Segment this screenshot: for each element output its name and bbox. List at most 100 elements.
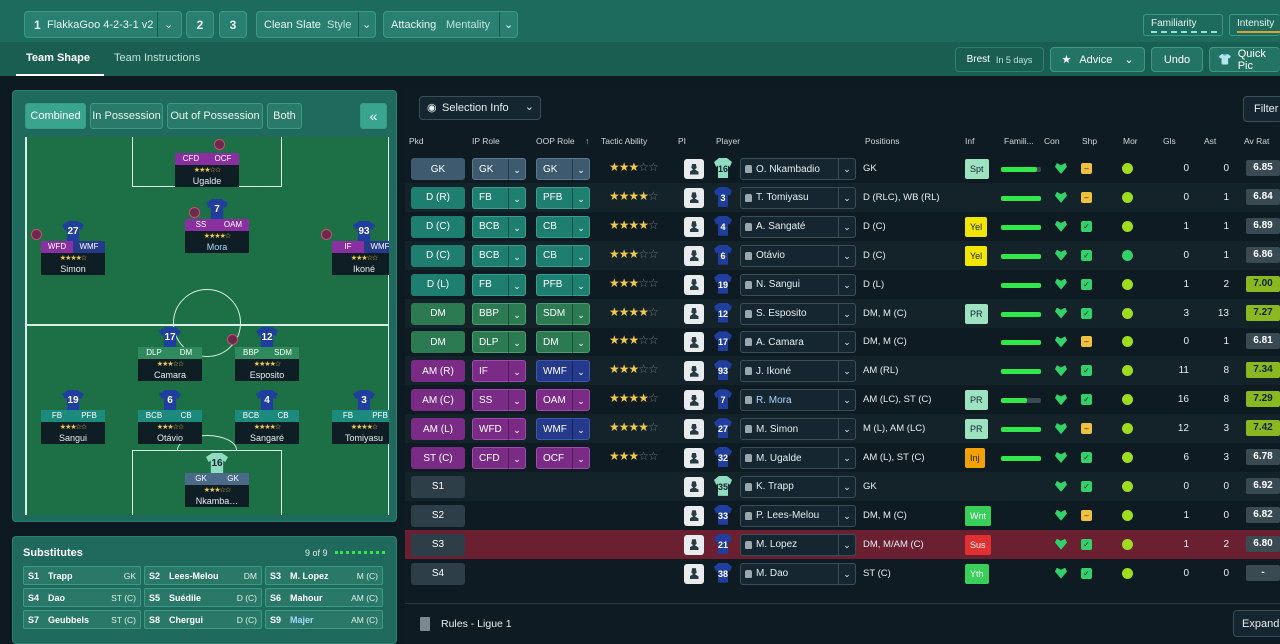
table-row[interactable]: D (C) BCB ⌄ CB ⌄ ★★★☆☆ 6 Otávio ⌄ D (C) Yel ✓ 0 1 6.86 bbox=[405, 240, 1280, 270]
collapse-panel-button[interactable]: « bbox=[360, 103, 387, 129]
player-instructions-button[interactable] bbox=[684, 216, 704, 237]
player-instruction-icon[interactable] bbox=[189, 207, 200, 218]
pitch-player-camara[interactable]: 17 DLP DM ★★★☆☆ Camara bbox=[138, 327, 202, 381]
oop-role-dropdown[interactable]: OCF ⌄ bbox=[536, 447, 590, 470]
pitch-player-simon[interactable]: 27 WFD WMF ★★★★☆ Simon bbox=[41, 221, 105, 275]
oop-role-dropdown[interactable]: CB ⌄ bbox=[536, 244, 590, 268]
player-select-dropdown[interactable]: M. Simon ⌄ bbox=[740, 418, 856, 441]
col-header-pi[interactable]: PI bbox=[678, 136, 687, 146]
oop-role-dropdown[interactable]: DM ⌄ bbox=[536, 331, 590, 355]
pitch-player-otavio[interactable]: 6 BCB CB ★★★☆☆ Otávio bbox=[138, 390, 202, 444]
info-badge[interactable]: Spt bbox=[965, 159, 989, 179]
sub-slot[interactable]: S8 Chergui D (C) bbox=[144, 610, 262, 629]
oop-role-dropdown[interactable]: OAM ⌄ bbox=[536, 389, 590, 413]
player-instructions-button[interactable] bbox=[684, 159, 704, 179]
pitch-player-esposito[interactable]: 12 BBP SDM ★★★★☆ Esposito bbox=[235, 327, 299, 381]
player-instructions-button[interactable] bbox=[684, 534, 704, 555]
chevron-down-icon[interactable]: ⌄ bbox=[362, 19, 372, 31]
pkd-position-button[interactable]: GK bbox=[411, 158, 465, 180]
pkd-position-button[interactable]: D (L) bbox=[411, 273, 465, 296]
table-row[interactable]: DM DLP ⌄ DM ⌄ ★★★☆☆ 17 A. Camara ⌄ DM, M (C) – 0 1 6.… bbox=[405, 327, 1280, 356]
sub-slot[interactable]: S7 Geubbels ST (C) bbox=[23, 610, 141, 629]
player-instructions-button[interactable] bbox=[684, 361, 704, 382]
player-instructions-button[interactable] bbox=[684, 187, 704, 208]
col-header-familiarity[interactable]: Famili... bbox=[1004, 136, 1034, 146]
advice-button[interactable]: ★ Advice ⌄ bbox=[1050, 47, 1145, 72]
view-out-of-possession-button[interactable]: Out of Possession bbox=[167, 103, 263, 129]
player-select-dropdown[interactable]: T. Tomiyasu ⌄ bbox=[740, 186, 856, 209]
info-badge[interactable]: PR bbox=[965, 303, 988, 324]
player-select-dropdown[interactable]: R. Mora ⌄ bbox=[740, 389, 856, 412]
next-opponent[interactable]: Brest In 5 days bbox=[955, 47, 1044, 72]
rules-label[interactable]: Rules - Ligue 1 bbox=[441, 618, 512, 630]
col-header-pkd[interactable]: Pkd bbox=[409, 136, 424, 146]
info-badge[interactable]: PR bbox=[965, 419, 988, 440]
pitch-player-sangare[interactable]: 4 BCB CB ★★★★☆ Sangaré bbox=[235, 390, 299, 444]
table-row[interactable]: D (C) BCB ⌄ CB ⌄ ★★★★☆ 4 A. Sangaté ⌄ D (C) Yel ✓ 1 1… bbox=[405, 212, 1280, 241]
intensity-meter[interactable]: Intensity bbox=[1229, 14, 1280, 36]
pkd-position-button[interactable]: ST (C) bbox=[411, 447, 465, 469]
player-instructions-button[interactable] bbox=[684, 303, 704, 324]
pkd-position-button[interactable]: S2 bbox=[411, 504, 465, 527]
col-header-goals[interactable]: Gls bbox=[1163, 136, 1176, 146]
player-select-dropdown[interactable]: O. Nkambadio ⌄ bbox=[740, 158, 856, 180]
ip-role-dropdown[interactable]: DLP ⌄ bbox=[472, 331, 526, 355]
player-instructions-button[interactable] bbox=[684, 274, 704, 295]
view-in-possession-button[interactable]: In Possession bbox=[90, 103, 163, 129]
info-badge[interactable]: Inj bbox=[965, 448, 985, 468]
pkd-position-button[interactable]: S1 bbox=[411, 475, 465, 498]
table-row[interactable]: AM (L) WFD ⌄ WMF ⌄ ★★★★☆ 27 M. Simon ⌄ M (L), AM … bbox=[405, 414, 1280, 444]
pitch-player-sangui[interactable]: 19 FB PFB ★★★☆☆ Sangui bbox=[41, 390, 105, 444]
expand-button[interactable]: Expand bbox=[1233, 610, 1280, 637]
quick-pick-button[interactable]: 👕 Quick Pic bbox=[1209, 47, 1280, 72]
info-badge[interactable]: PR bbox=[965, 390, 988, 411]
oop-role-dropdown[interactable]: GK ⌄ bbox=[536, 158, 590, 181]
view-combined-button[interactable]: Combined bbox=[25, 103, 86, 129]
sub-slot[interactable]: S6 Mahour AM (C) bbox=[265, 588, 383, 607]
player-instruction-icon[interactable] bbox=[31, 229, 42, 240]
pkd-position-button[interactable]: D (R) bbox=[411, 186, 465, 209]
pkd-position-button[interactable]: DM bbox=[411, 331, 465, 354]
sub-slot[interactable]: S3 M. Lopez M (C) bbox=[265, 566, 383, 585]
chevron-down-icon[interactable]: ⌄ bbox=[504, 19, 514, 31]
table-row[interactable]: ST (C) CFD ⌄ OCF ⌄ ★★★☆☆ 32 M. Ugalde ⌄ AM (L), S… bbox=[405, 443, 1280, 472]
table-row[interactable]: S2 33 P. Lees-Melou ⌄ DM, M (C) Wnt – 1 0 6.82 bbox=[405, 501, 1280, 530]
ip-role-dropdown[interactable]: GK ⌄ bbox=[472, 158, 526, 181]
ip-role-dropdown[interactable]: WFD ⌄ bbox=[472, 418, 526, 442]
player-select-dropdown[interactable]: M. Dao ⌄ bbox=[740, 562, 856, 585]
pitch-player-tomiyasu[interactable]: 3 FB PFB ★★★★☆ Tomiyasu bbox=[332, 390, 389, 444]
view-both-button[interactable]: Both bbox=[267, 103, 302, 129]
player-instruction-icon[interactable] bbox=[227, 334, 238, 345]
pkd-position-button[interactable]: AM (L) bbox=[411, 418, 465, 441]
filter-button[interactable]: Filter bbox=[1243, 96, 1280, 122]
player-instruction-icon[interactable] bbox=[214, 139, 225, 150]
ip-role-dropdown[interactable]: CFD ⌄ bbox=[472, 447, 526, 470]
oop-role-dropdown[interactable]: PFB ⌄ bbox=[536, 273, 590, 297]
familiarity-meter[interactable]: Familiarity bbox=[1143, 14, 1223, 36]
info-badge[interactable]: Sus bbox=[965, 534, 991, 555]
pitch-player-ugalde[interactable]: CFD OCF ★★★☆☆ Ugalde bbox=[175, 137, 239, 187]
ip-role-dropdown[interactable]: BCB ⌄ bbox=[472, 215, 526, 239]
pkd-position-button[interactable]: D (C) bbox=[411, 215, 465, 238]
player-instructions-button[interactable] bbox=[684, 476, 704, 497]
player-select-dropdown[interactable]: M. Lopez ⌄ bbox=[740, 533, 856, 556]
pitch-player-nkambadio[interactable]: 16 GK GK ★★★☆☆ Nkamba… bbox=[185, 453, 249, 507]
pkd-position-button[interactable]: D (C) bbox=[411, 244, 465, 267]
player-select-dropdown[interactable]: J. Ikoné ⌄ bbox=[740, 360, 856, 383]
oop-role-dropdown[interactable]: PFB ⌄ bbox=[536, 186, 590, 210]
sub-slot[interactable]: S2 Lees-Melou DM bbox=[144, 566, 262, 585]
chevron-down-icon[interactable]: ⌄ bbox=[164, 19, 174, 31]
mentality-selector[interactable]: Attacking Mentality ⌄ bbox=[383, 11, 518, 38]
info-badge[interactable]: Yel bbox=[965, 216, 988, 237]
col-header-oop-role[interactable]: OOP Role bbox=[536, 136, 575, 146]
col-header-morale[interactable]: Mor bbox=[1123, 136, 1138, 146]
style-selector[interactable]: Clean Slate Style ⌄ bbox=[256, 11, 376, 38]
info-badge[interactable]: Wnt bbox=[965, 505, 992, 526]
pkd-position-button[interactable]: AM (C) bbox=[411, 389, 465, 412]
ip-role-dropdown[interactable]: FB ⌄ bbox=[472, 186, 526, 210]
col-header-ip-role[interactable]: IP Role bbox=[472, 136, 500, 146]
table-row[interactable]: S3 21 M. Lopez ⌄ DM, M/AM (C) Sus ✓ 1 2 6.80 bbox=[405, 529, 1280, 559]
player-instructions-button[interactable] bbox=[684, 332, 704, 353]
player-select-dropdown[interactable]: S. Esposito ⌄ bbox=[740, 302, 856, 325]
table-row[interactable]: S1 35 K. Trapp ⌄ GK ✓ 0 0 6.92 bbox=[405, 471, 1280, 501]
